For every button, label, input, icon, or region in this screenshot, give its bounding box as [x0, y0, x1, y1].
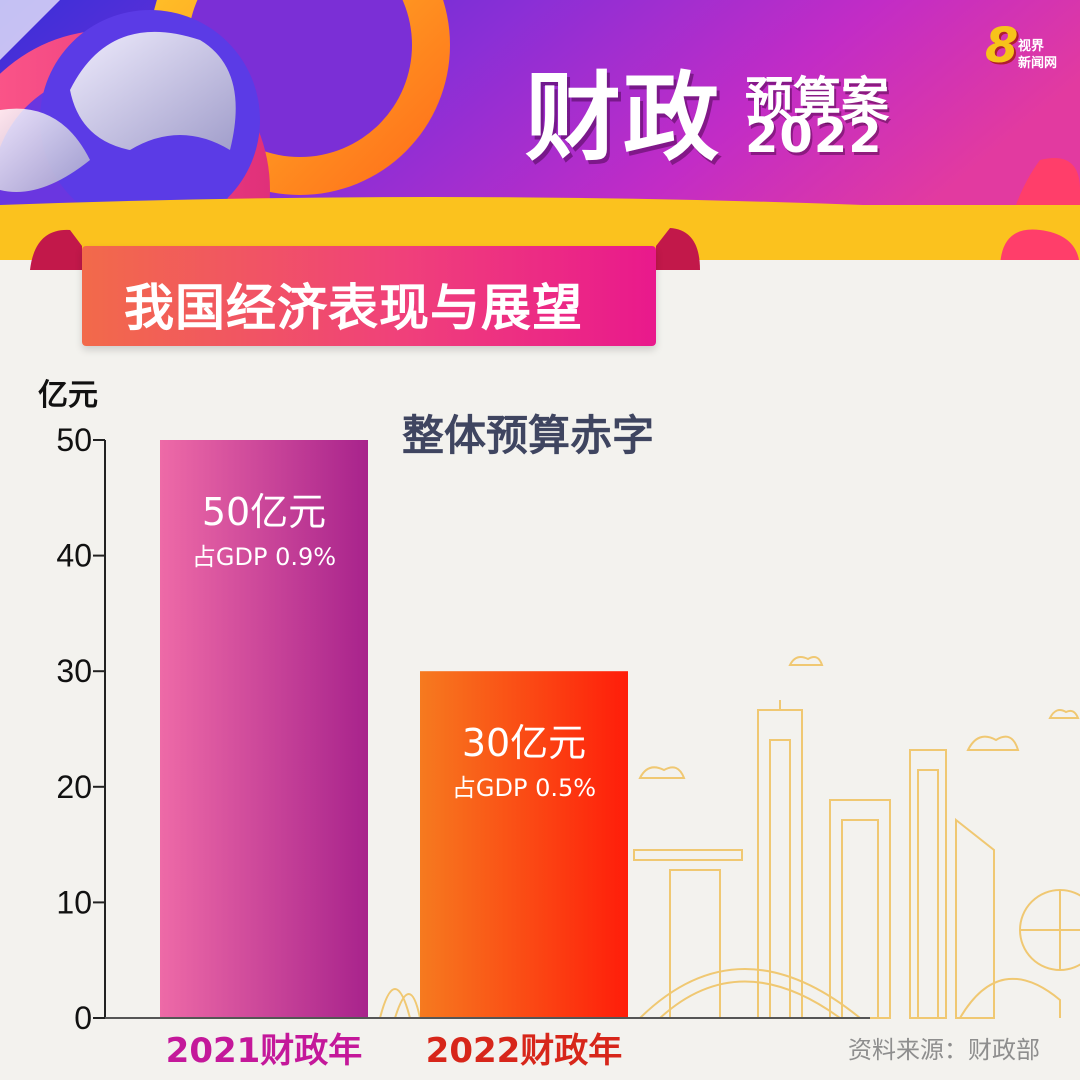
bar-sub-label: 占GDP 0.9% [192, 543, 336, 571]
y-tick-label: 30 [56, 653, 92, 689]
section-title-box: 我国经济表现与展望 [82, 246, 656, 346]
y-axis-label: 亿元 [38, 378, 98, 413]
y-tick-label: 10 [56, 884, 92, 920]
y-tick-label: 50 [56, 422, 92, 458]
source-note: 资料来源：财政部 [848, 1036, 1040, 1064]
chart-title: 整体预算赤字 [402, 411, 654, 460]
category-label: 2022财政年 [426, 1031, 623, 1071]
logo-line-2: 新闻网 [1018, 56, 1058, 71]
y-tick-label: 0 [74, 1000, 92, 1036]
bar-value-label: 30亿元 [462, 721, 586, 765]
section-title: 我国经济表现与展望 [124, 279, 583, 337]
bar-1 [160, 440, 368, 1018]
budget-year: 2022 [745, 108, 883, 164]
bar-2 [420, 671, 628, 1018]
budget-title: 财政 [525, 62, 721, 174]
logo-mark: 8 [985, 18, 1019, 74]
y-tick-label: 20 [56, 769, 92, 805]
logo-line-1: 视界 [1018, 39, 1045, 54]
bar-value-label: 50亿元 [202, 490, 326, 534]
logo-text: 视界 新闻网 [1018, 38, 1057, 72]
budget-subtitle: 预算案 [745, 72, 890, 128]
y-tick-label: 40 [56, 538, 92, 574]
bar-sub-label: 占GDP 0.5% [452, 774, 596, 802]
category-label: 2021财政年 [166, 1031, 363, 1071]
